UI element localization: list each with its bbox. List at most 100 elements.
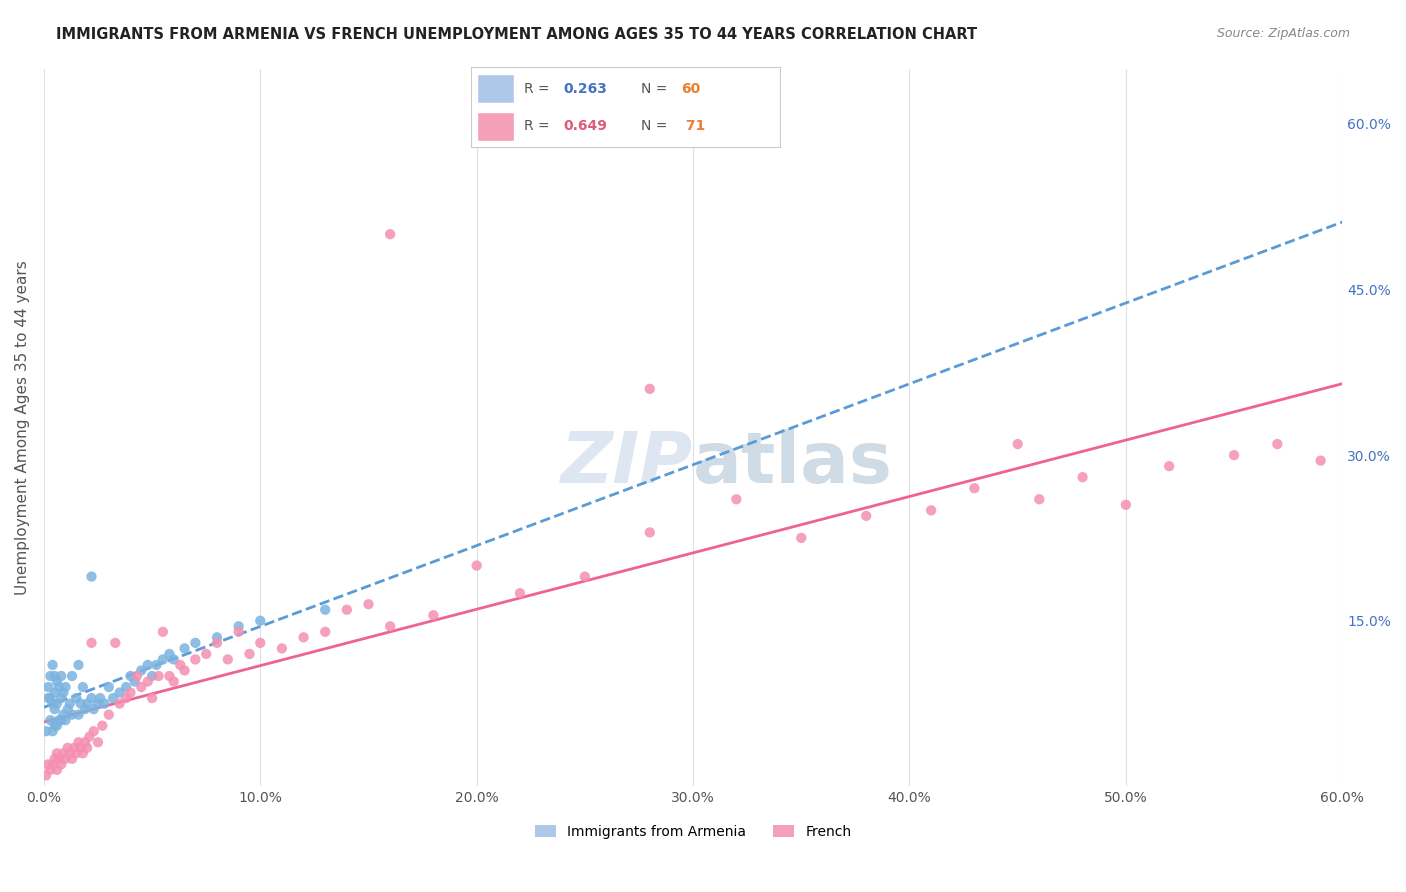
Point — [44, 752, 66, 766]
Point — [125, 669, 148, 683]
Point — [136, 657, 159, 672]
Point — [79, 730, 101, 744]
Point — [228, 619, 250, 633]
Point — [169, 657, 191, 672]
Point — [80, 636, 103, 650]
Point — [205, 631, 228, 645]
Point — [35, 768, 58, 782]
Point — [41, 697, 63, 711]
Point — [39, 669, 62, 683]
Point — [37, 757, 59, 772]
Point — [163, 652, 186, 666]
Point — [292, 631, 315, 645]
Point — [97, 707, 120, 722]
Point — [56, 702, 79, 716]
Point — [129, 664, 152, 678]
Point — [52, 685, 75, 699]
Text: 0.649: 0.649 — [564, 120, 607, 133]
Point — [129, 680, 152, 694]
Point — [67, 707, 90, 722]
Point — [855, 508, 877, 523]
Point — [52, 707, 75, 722]
Point — [91, 719, 114, 733]
Point — [357, 597, 380, 611]
Point — [638, 525, 661, 540]
Point — [314, 603, 336, 617]
Point — [41, 724, 63, 739]
Point — [314, 624, 336, 639]
Point — [963, 481, 986, 495]
Point — [69, 697, 91, 711]
Point — [51, 757, 73, 772]
Text: 0.263: 0.263 — [564, 81, 607, 95]
Point — [55, 752, 77, 766]
Point — [184, 652, 207, 666]
Point — [1115, 498, 1137, 512]
Point — [574, 569, 596, 583]
Point — [55, 680, 77, 694]
Point — [108, 685, 131, 699]
Point — [136, 674, 159, 689]
Text: ZIP: ZIP — [561, 429, 693, 498]
Point — [115, 680, 138, 694]
Point — [76, 697, 98, 711]
Point — [59, 697, 82, 711]
Point — [205, 636, 228, 650]
Legend: Immigrants from Armenia, French: Immigrants from Armenia, French — [529, 819, 858, 844]
Point — [65, 691, 87, 706]
Point — [378, 227, 401, 242]
Point — [1028, 492, 1050, 507]
Point — [378, 619, 401, 633]
Point — [336, 603, 359, 617]
Point — [45, 674, 67, 689]
Point — [65, 747, 87, 761]
Point — [115, 691, 138, 706]
Point — [67, 735, 90, 749]
Point — [52, 747, 75, 761]
Point — [67, 657, 90, 672]
Point — [195, 647, 218, 661]
Point — [93, 697, 115, 711]
Point — [120, 685, 142, 699]
Text: 60: 60 — [682, 81, 700, 95]
Point — [45, 747, 67, 761]
Point — [97, 680, 120, 694]
Point — [141, 669, 163, 683]
Point — [69, 740, 91, 755]
Point — [173, 664, 195, 678]
Point — [56, 740, 79, 755]
Point — [124, 674, 146, 689]
Point — [1309, 453, 1331, 467]
Point — [45, 719, 67, 733]
Point — [152, 652, 174, 666]
Point — [37, 691, 59, 706]
Point — [73, 702, 96, 716]
Text: 71: 71 — [682, 120, 706, 133]
Point — [108, 697, 131, 711]
Point — [60, 669, 83, 683]
Point — [73, 735, 96, 749]
Text: atlas: atlas — [693, 429, 893, 498]
Point — [271, 641, 294, 656]
Point — [48, 680, 70, 694]
Point — [60, 707, 83, 722]
Text: IMMIGRANTS FROM ARMENIA VS FRENCH UNEMPLOYMENT AMONG AGES 35 TO 44 YEARS CORRELA: IMMIGRANTS FROM ARMENIA VS FRENCH UNEMPL… — [56, 27, 977, 42]
Point — [1007, 437, 1029, 451]
Point — [55, 713, 77, 727]
FancyBboxPatch shape — [477, 112, 515, 141]
Point — [249, 614, 271, 628]
Text: N =: N = — [641, 120, 672, 133]
Point — [39, 763, 62, 777]
Point — [152, 624, 174, 639]
Point — [120, 669, 142, 683]
Text: R =: R = — [523, 81, 554, 95]
Point — [422, 608, 444, 623]
Point — [51, 669, 73, 683]
Text: Source: ZipAtlas.com: Source: ZipAtlas.com — [1216, 27, 1350, 40]
FancyBboxPatch shape — [477, 74, 515, 103]
Y-axis label: Unemployment Among Ages 35 to 44 years: Unemployment Among Ages 35 to 44 years — [15, 260, 30, 595]
Point — [44, 719, 66, 733]
Point — [1159, 459, 1181, 474]
Point — [80, 569, 103, 583]
Point — [83, 702, 105, 716]
